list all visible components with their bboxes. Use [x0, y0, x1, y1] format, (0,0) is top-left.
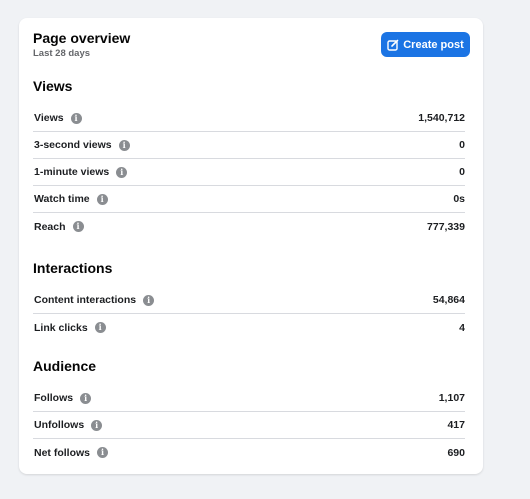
info-icon[interactable]: i	[94, 322, 106, 333]
metric-value: 4	[459, 321, 465, 334]
metric-label: Watch time	[34, 193, 90, 205]
create-post-button[interactable]: Create post	[381, 32, 470, 57]
metric-value: 0	[459, 139, 465, 151]
metric-label: Follows	[34, 392, 74, 404]
metric-value: 690	[447, 446, 465, 459]
interactions-rows: Content interactions i 54,864 Link click…	[33, 287, 465, 341]
metric-row-watch-time: Watch time i 0s	[33, 186, 465, 213]
metric-row-3-second-views: 3-second views i 0	[33, 132, 465, 159]
metric-value: 777,339	[427, 220, 465, 233]
info-icon[interactable]: i	[72, 221, 84, 232]
info-icon[interactable]: i	[143, 294, 155, 306]
page-overview-card: Page overview Last 28 days Create post V…	[19, 18, 483, 474]
audience-rows: Follows i 1,107 Unfollows i 417 Net foll…	[33, 385, 465, 466]
metric-row-content-interactions: Content interactions i 54,864	[33, 287, 465, 314]
interactions-section: Interactions Content interactions i 54,8…	[33, 260, 465, 341]
info-icon[interactable]: i	[80, 392, 92, 404]
metric-label: 1-minute views	[34, 166, 110, 178]
views-section: Views Views i 1,540,712 3-second views i…	[33, 78, 465, 240]
metric-row-views: Views i 1,540,712	[33, 105, 465, 132]
metric-label: Views	[34, 112, 64, 124]
section-title-views: Views	[33, 78, 73, 94]
card-header: Page overview Last 28 days Create post	[33, 29, 470, 65]
metric-row-reach: Reach i 777,339	[33, 213, 465, 240]
views-rows: Views i 1,540,712 3-second views i 0 1-m…	[33, 105, 465, 240]
metric-row-net-follows: Net follows i 690	[33, 439, 465, 466]
info-icon[interactable]: i	[96, 193, 108, 205]
metric-row-unfollows: Unfollows i 417	[33, 412, 465, 439]
edit-icon	[387, 39, 399, 51]
info-icon[interactable]: i	[70, 112, 82, 124]
metric-value: 0	[459, 166, 465, 178]
audience-section: Audience Follows i 1,107 Unfollows i 417…	[33, 358, 465, 466]
info-icon[interactable]: i	[91, 419, 103, 431]
metric-value: 417	[447, 419, 465, 431]
info-icon[interactable]: i	[97, 447, 109, 458]
section-title-interactions: Interactions	[33, 260, 113, 276]
metric-label: Net follows	[34, 446, 91, 459]
create-post-label: Create post	[403, 38, 464, 51]
metric-value: 54,864	[432, 294, 465, 306]
page-title: Page overview	[33, 30, 131, 46]
metric-row-follows: Follows i 1,107	[33, 385, 465, 412]
metric-label: Link clicks	[34, 321, 88, 334]
metric-value: 1,107	[438, 392, 465, 404]
metric-label: Reach	[34, 220, 66, 233]
info-icon[interactable]: i	[118, 139, 130, 151]
metric-label: Unfollows	[34, 419, 85, 431]
metric-row-link-clicks: Link clicks i 4	[33, 314, 465, 341]
metric-row-1-minute-views: 1-minute views i 0	[33, 159, 465, 186]
metric-label: 3-second views	[34, 139, 112, 151]
metric-value: 0s	[453, 193, 465, 205]
date-range-subtitle: Last 28 days	[33, 48, 91, 59]
metric-label: Content interactions	[34, 294, 137, 306]
metric-value: 1,540,712	[418, 112, 465, 124]
section-title-audience: Audience	[33, 358, 97, 374]
info-icon[interactable]: i	[116, 166, 128, 178]
